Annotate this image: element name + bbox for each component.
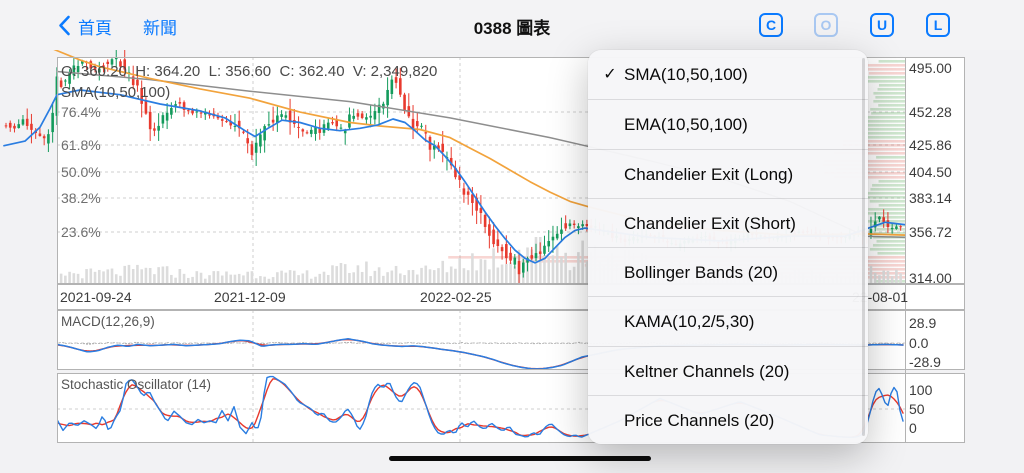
news-button[interactable]: 新聞 bbox=[143, 19, 177, 38]
page-title: 0388 圖表 bbox=[473, 19, 551, 38]
back-button[interactable]: 首頁 bbox=[78, 19, 112, 38]
fib-level-label: 23.6% bbox=[61, 224, 101, 240]
stoch-tick-label: 0 bbox=[909, 420, 917, 436]
menu-item-kama-10-2-5-30[interactable]: KAMA(10,2/5,30) bbox=[588, 296, 868, 345]
menu-item-label: Keltner Channels (20) bbox=[624, 361, 790, 381]
toolbar-button-l[interactable]: L bbox=[926, 13, 950, 37]
menu-item-chandelier-exit-long[interactable]: Chandelier Exit (Long) bbox=[588, 148, 868, 198]
menu-item-bollinger-bands-20[interactable]: Bollinger Bands (20) bbox=[588, 247, 868, 296]
menu-item-label: EMA(10,50,100) bbox=[624, 115, 748, 135]
menu-item-label: SMA(10,50,100) bbox=[624, 65, 748, 84]
menu-item-label: Chandelier Exit (Short) bbox=[624, 213, 796, 233]
menu-item-ema-10-50-100[interactable]: EMA(10,50,100) bbox=[588, 99, 868, 148]
macd-tick-label: 0.0 bbox=[909, 335, 929, 351]
macd-tick-label: -28.9 bbox=[909, 354, 941, 370]
price-tick-label: 383.14 bbox=[909, 190, 952, 206]
menu-item-keltner-channels-20[interactable]: Keltner Channels (20) bbox=[588, 345, 868, 395]
price-tick-label: 314.00 bbox=[909, 270, 952, 286]
menu-scrollbar[interactable] bbox=[862, 58, 865, 436]
stochastic-panel-label: Stochastic Oscillator (14) bbox=[61, 377, 212, 392]
stoch-tick-label: 100 bbox=[909, 382, 933, 398]
back-chevron-icon[interactable] bbox=[58, 15, 71, 36]
date-tick-label: 2021-09-24 bbox=[60, 289, 132, 305]
price-tick-label: 495.00 bbox=[909, 60, 952, 76]
menu-item-label: Bollinger Bands (20) bbox=[624, 263, 779, 282]
menu-item-label: Price Channels (20) bbox=[624, 410, 775, 430]
fib-level-label: 76.4% bbox=[61, 104, 101, 120]
toolbar-button-o[interactable]: O bbox=[814, 13, 838, 37]
date-tick-label: 2022-02-25 bbox=[420, 289, 492, 305]
overlay-indicator-label: SMA(10,50,100) bbox=[61, 84, 171, 101]
nav-bar: 首頁 新聞 0388 圖表 C O U L bbox=[0, 0, 1024, 50]
indicator-menu: ✓ SMA(10,50,100) EMA(10,50,100) Chandelier … bbox=[588, 50, 868, 444]
toolbar-button-c[interactable]: C bbox=[759, 13, 783, 37]
toolbar-button-u[interactable]: U bbox=[870, 13, 894, 37]
macd-panel-label: MACD(12,26,9) bbox=[61, 314, 155, 329]
price-tick-label: 404.50 bbox=[909, 164, 952, 180]
menu-item-label: Chandelier Exit (Long) bbox=[624, 164, 794, 184]
fib-level-label: 50.0% bbox=[61, 164, 101, 180]
stoch-tick-label: 50 bbox=[909, 401, 925, 417]
fib-level-label: 61.8% bbox=[61, 137, 101, 153]
price-tick-label: 425.86 bbox=[909, 137, 952, 153]
macd-tick-label: 28.9 bbox=[909, 315, 937, 331]
menu-item-label: KAMA(10,2/5,30) bbox=[624, 312, 755, 332]
fib-level-label: 38.2% bbox=[61, 190, 101, 206]
checkmark-icon: ✓ bbox=[603, 66, 617, 83]
price-tick-label: 356.72 bbox=[909, 224, 952, 240]
home-indicator[interactable] bbox=[389, 456, 651, 461]
ohlc-readout: O: 360.20 H: 364.20 L: 356.60 C: 362.40 … bbox=[61, 63, 438, 80]
date-tick-label: 2021-12-09 bbox=[214, 289, 286, 305]
menu-item-sma-10-50-100[interactable]: ✓ SMA(10,50,100) bbox=[588, 50, 868, 99]
menu-item-price-channels-20[interactable]: Price Channels (20) bbox=[588, 394, 868, 444]
price-tick-label: 452.28 bbox=[909, 104, 952, 120]
menu-item-chandelier-exit-short[interactable]: Chandelier Exit (Short) bbox=[588, 197, 868, 247]
